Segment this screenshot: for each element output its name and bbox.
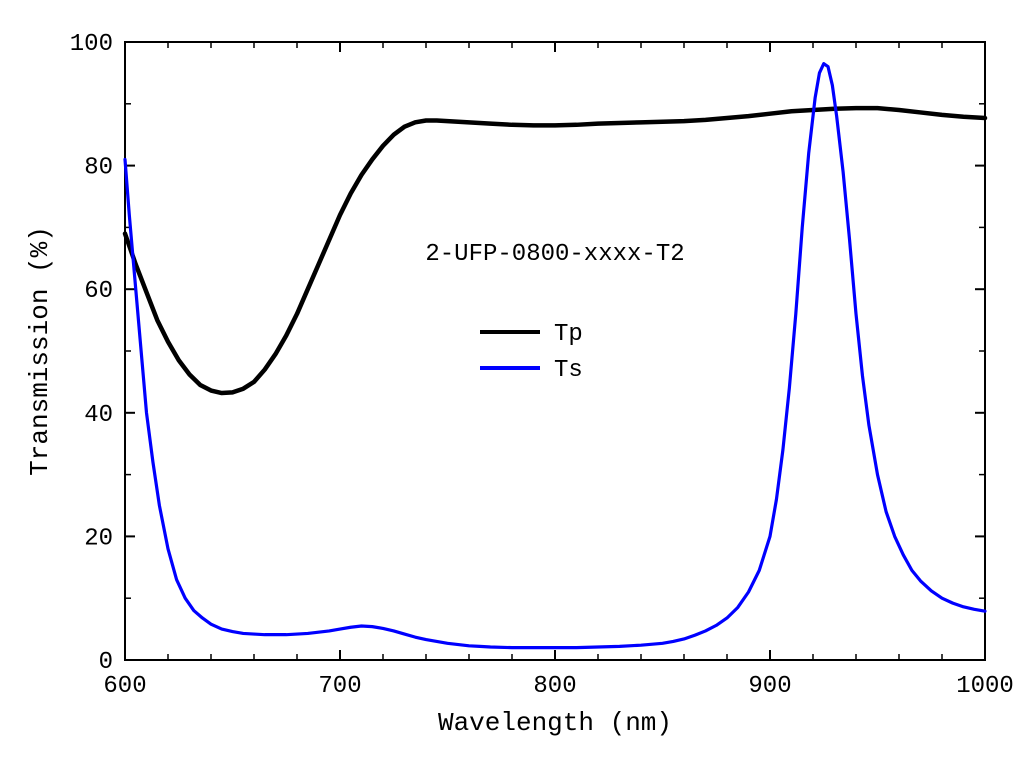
x-tick-label: 900 (748, 673, 791, 700)
legend-label-Ts: Ts (554, 357, 583, 384)
y-tick-label: 0 (99, 649, 113, 676)
y-tick-label: 40 (84, 402, 113, 429)
y-tick-label: 100 (70, 31, 113, 58)
x-axis-label: Wavelength (nm) (438, 708, 672, 738)
y-axis-label: Transmission (%) (25, 226, 55, 476)
y-tick-label: 20 (84, 525, 113, 552)
y-tick-label: 80 (84, 155, 113, 182)
x-tick-label: 800 (533, 673, 576, 700)
x-tick-label: 600 (103, 673, 146, 700)
x-tick-label: 700 (318, 673, 361, 700)
chart-title: 2-UFP-0800-xxxx-T2 (425, 241, 684, 268)
legend-label-Tp: Tp (554, 321, 583, 348)
y-tick-label: 60 (84, 278, 113, 305)
x-tick-label: 1000 (956, 673, 1014, 700)
transmission-chart: 600 700 800 900 1000 0 20 40 60 80 100 2-UFP-0800-x… (0, 0, 1024, 784)
